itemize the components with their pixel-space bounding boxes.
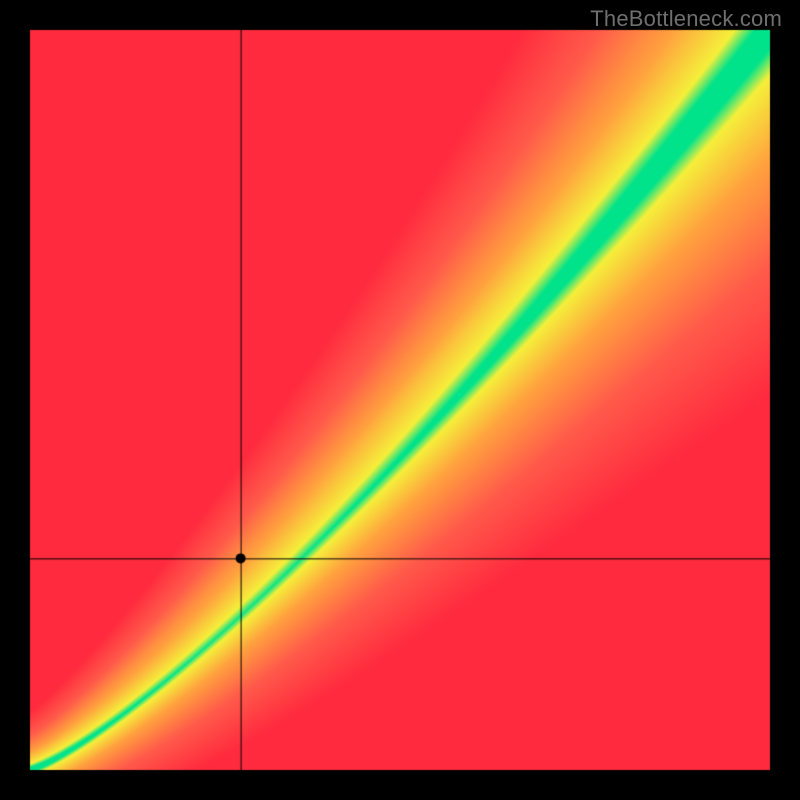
watermark-text: TheBottleneck.com — [590, 6, 782, 32]
chart-container: { "watermark": { "text": "TheBottleneck.… — [0, 0, 800, 800]
bottleneck-heatmap — [0, 0, 800, 800]
